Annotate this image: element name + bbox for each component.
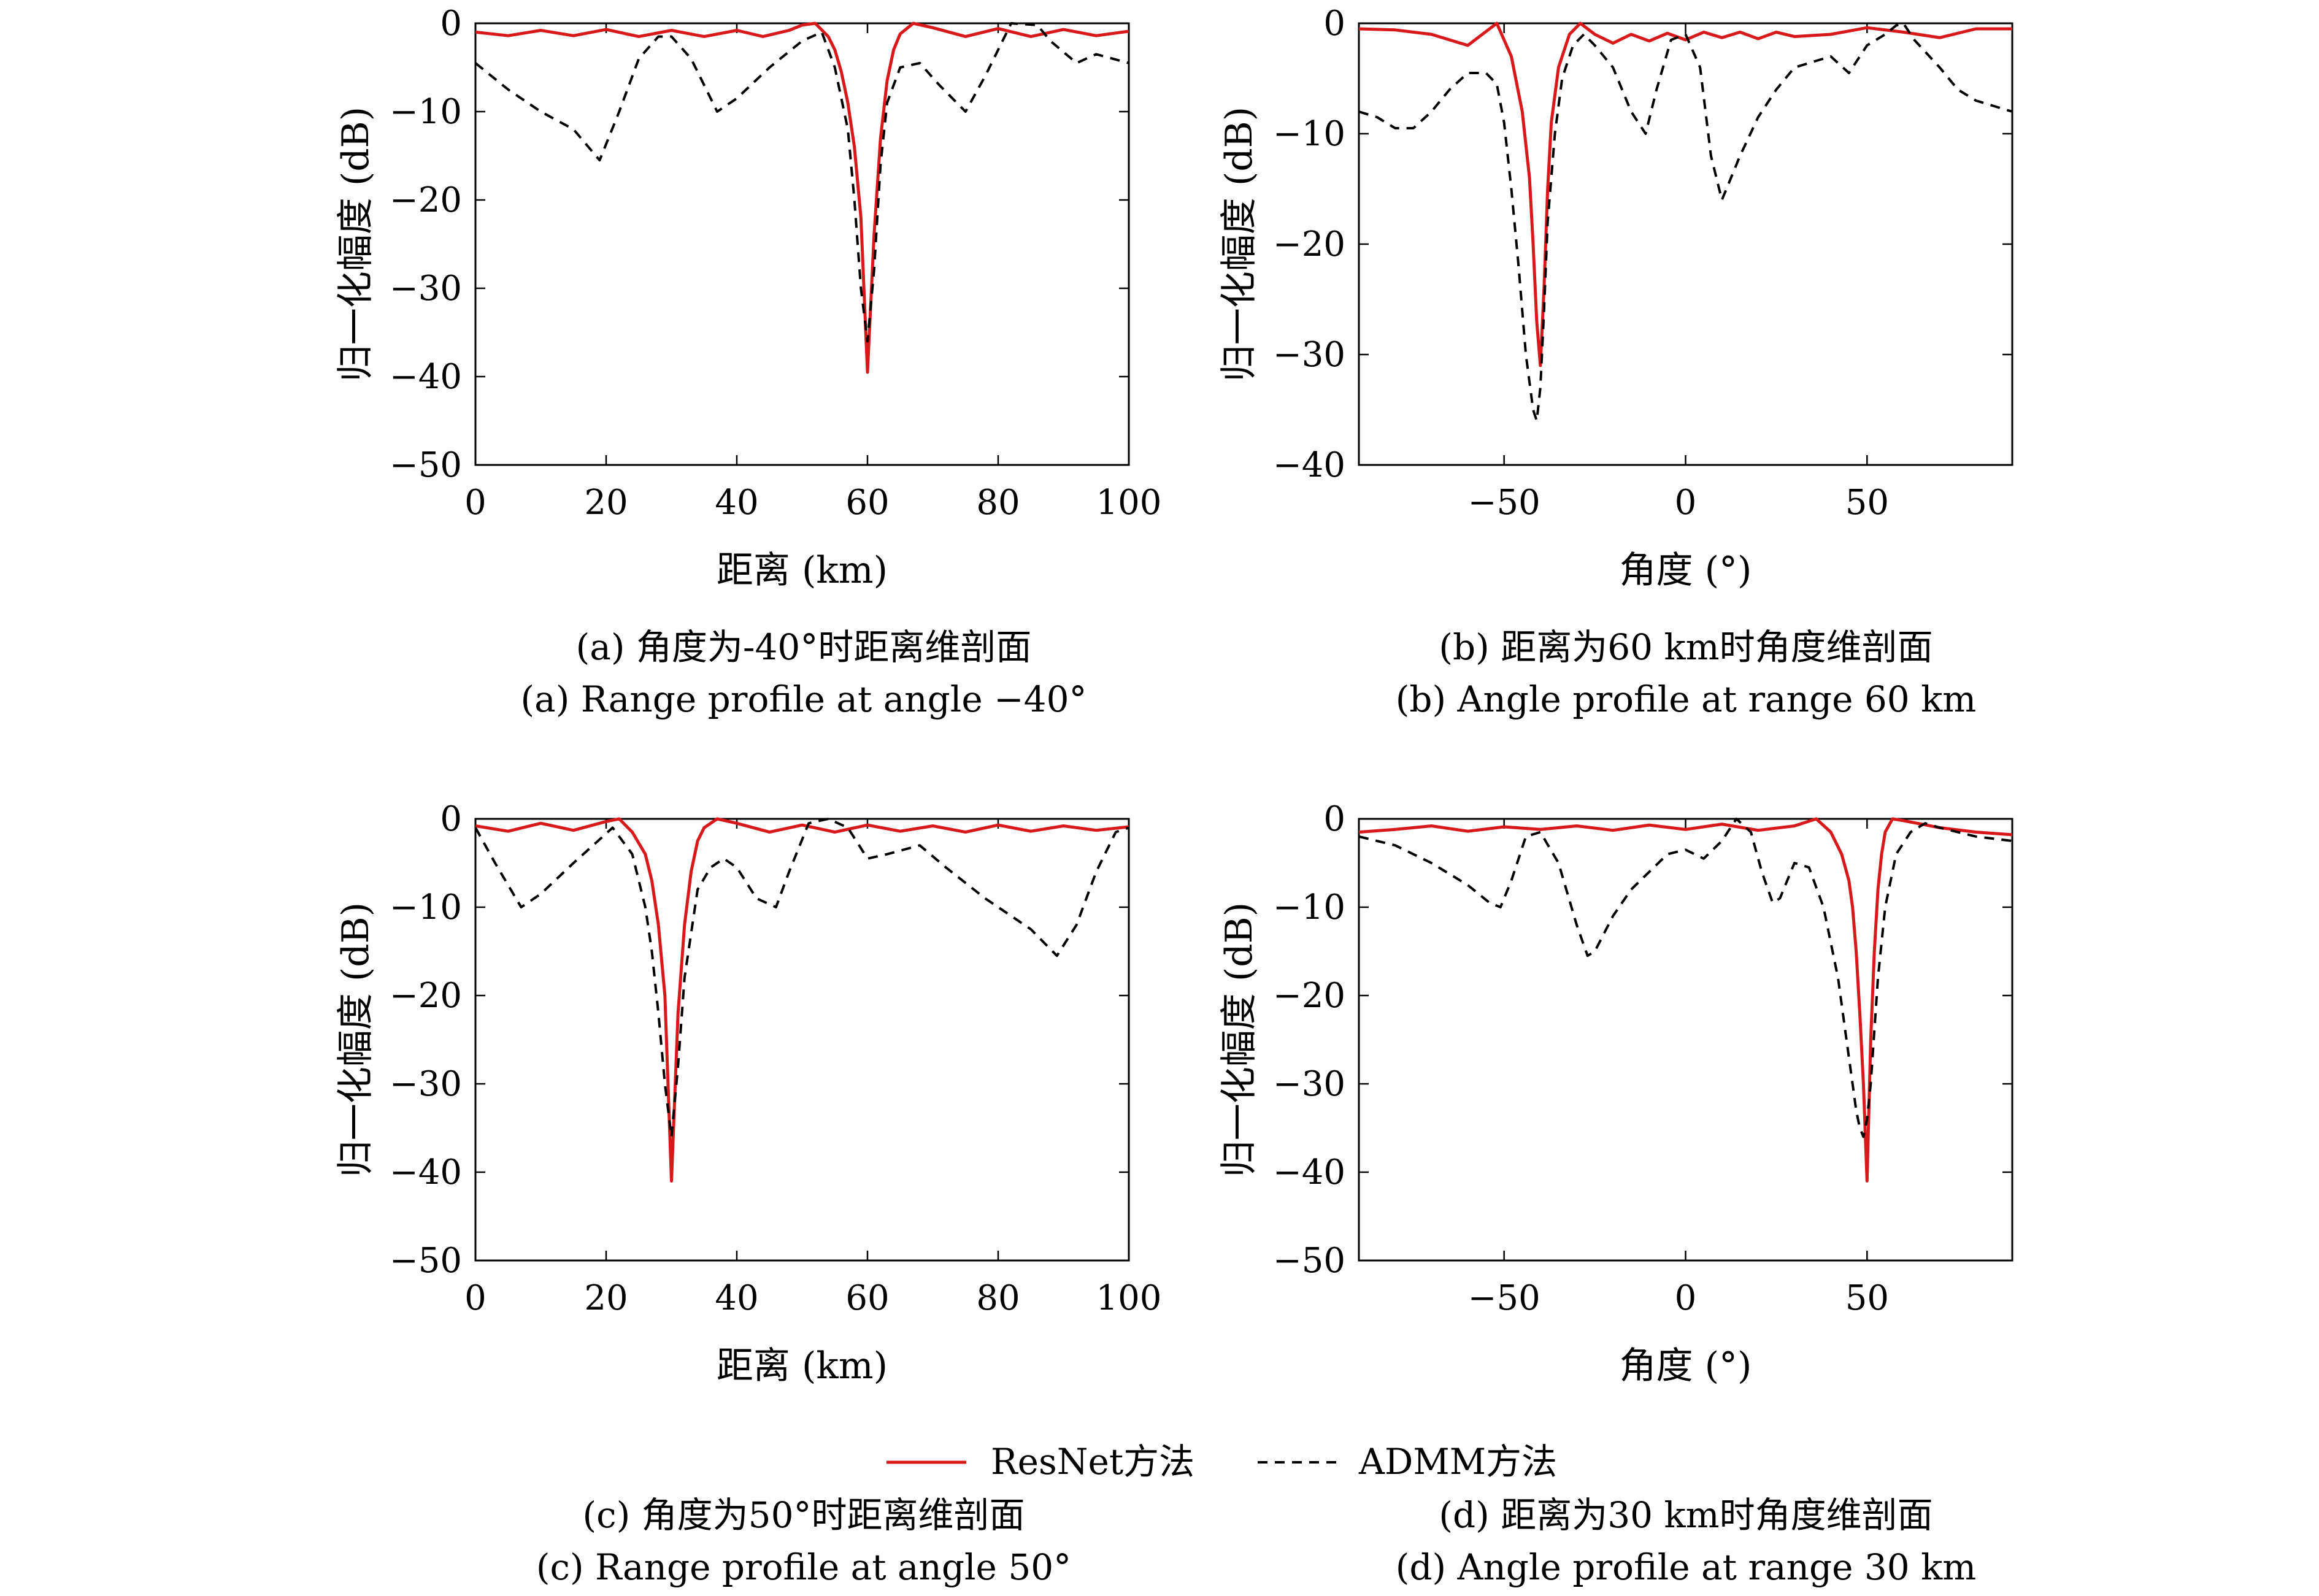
x-axis-label: 距离 (km) (717, 1345, 888, 1387)
y-tick-label: −30 (1273, 335, 1345, 375)
x-tick-label: 0 (464, 1278, 486, 1318)
chart-panel-d: 0 −10 −20 −30 −40 −50 −50 0 50 角度 (°) 归一化幅度 (dB) (d… (1218, 799, 2013, 1588)
y-tick-label: 0 (1323, 799, 1345, 839)
y-tick-label: −30 (1273, 1064, 1345, 1104)
caption-cn: (a) 角度为-40°时距离维剖面 (576, 626, 1032, 668)
x-tick-label: 0 (464, 483, 486, 523)
y-tick-label: −10 (390, 92, 462, 132)
y-tick-label: 0 (1323, 4, 1345, 44)
y-tick-label: 0 (440, 799, 462, 839)
y-tick-label: −40 (390, 357, 462, 397)
x-tick-label: 60 (845, 483, 889, 523)
y-axis-label: 归一化幅度 (dB) (334, 107, 377, 382)
x-tick-label: −50 (1468, 483, 1540, 523)
y-tick-label: −10 (1273, 888, 1345, 927)
y-tick-label: −40 (1273, 1153, 1345, 1192)
y-tick-label: −20 (1273, 224, 1345, 264)
legend-label-admm: ADMM方法 (1358, 1441, 1557, 1483)
x-tick-label: 60 (845, 1278, 889, 1318)
y-tick-label: −20 (390, 180, 462, 220)
y-axis-label: 归一化幅度 (dB) (334, 902, 377, 1177)
x-tick-label: 0 (1675, 1278, 1697, 1318)
y-axis-label: 归一化幅度 (dB) (1218, 902, 1261, 1177)
x-axis-label: 角度 (°) (1620, 1345, 1752, 1387)
x-tick-label: 100 (1096, 483, 1162, 523)
chart-panel-b: 0 −10 −20 −30 −40 −50 0 50 角度 (°) 归一化幅度 (dB) (b) 距… (1218, 4, 2013, 720)
y-tick-label: −40 (1273, 445, 1345, 485)
y-tick-label: −10 (390, 888, 462, 927)
plot-frame (474, 818, 1130, 1262)
x-axis-label: 角度 (°) (1620, 549, 1752, 592)
plot-frame (1358, 22, 2013, 466)
x-tick-label: 80 (976, 1278, 1020, 1318)
x-tick-label: 20 (584, 1278, 628, 1318)
y-tick-label: −10 (1273, 114, 1345, 154)
y-tick-label: −50 (1273, 1241, 1345, 1281)
caption-en: (d) Angle profile at range 30 km (1396, 1546, 1977, 1588)
caption-cn: (d) 距离为30 km时角度维剖面 (1439, 1494, 1933, 1536)
caption-cn: (c) 角度为50°时距离维剖面 (583, 1494, 1025, 1536)
caption-en: (b) Angle profile at range 60 km (1396, 678, 1977, 720)
plot-frame (1358, 818, 2013, 1262)
y-axis-label: 归一化幅度 (dB) (1218, 107, 1261, 382)
x-tick-label: 50 (1845, 1278, 1889, 1318)
y-tick-label: −30 (390, 1064, 462, 1104)
x-tick-label: 100 (1096, 1278, 1162, 1318)
series-line-admm (475, 818, 1129, 1138)
series-line-admm (475, 22, 1129, 343)
series-line-admm (1359, 22, 2012, 422)
y-tick-label: −30 (390, 269, 462, 309)
series-line-admm (1359, 818, 2012, 1138)
x-tick-label: 20 (584, 483, 628, 523)
y-tick-label: −50 (390, 1241, 462, 1281)
plot-frame (474, 22, 1130, 466)
series-line-resnet (1359, 21, 2012, 367)
x-tick-label: 80 (976, 483, 1020, 523)
y-tick-label: −40 (390, 1153, 462, 1192)
y-tick-label: −50 (390, 445, 462, 485)
caption-en: (a) Range profile at angle −40° (521, 678, 1087, 720)
x-tick-label: 0 (1675, 483, 1697, 523)
x-tick-label: 40 (715, 483, 758, 523)
x-tick-label: 50 (1845, 483, 1889, 523)
series-line-resnet (475, 21, 1129, 374)
caption-cn: (b) 距离为60 km时角度维剖面 (1439, 626, 1933, 668)
y-tick-label: −20 (1273, 976, 1345, 1016)
x-tick-label: −50 (1468, 1278, 1540, 1318)
x-tick-label: 40 (715, 1278, 758, 1318)
y-tick-label: −20 (390, 976, 462, 1016)
x-axis-label: 距离 (km) (717, 549, 888, 592)
y-tick-label: 0 (440, 4, 462, 44)
legend: ResNet方法 ADMM方法 (886, 1441, 1557, 1483)
legend-label-resnet: ResNet方法 (991, 1441, 1194, 1483)
series-line-resnet (475, 817, 1129, 1183)
series-line-resnet (1359, 817, 2012, 1183)
caption-en: (c) Range profile at angle 50° (536, 1546, 1071, 1588)
